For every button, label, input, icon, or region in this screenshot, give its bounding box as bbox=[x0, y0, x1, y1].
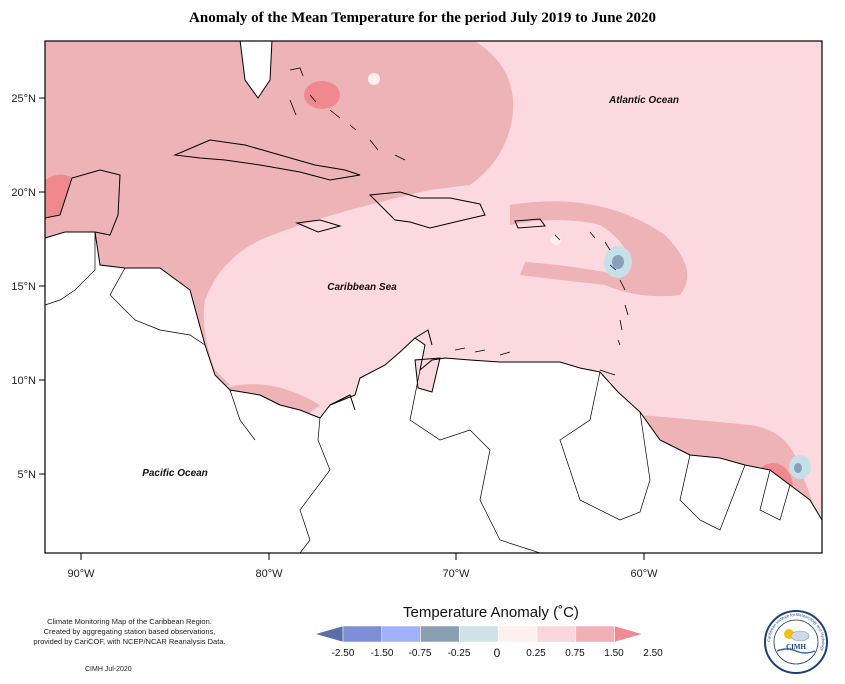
border-suriname-guiana bbox=[759, 469, 791, 521]
border-nicaragua bbox=[159, 329, 206, 346]
border-guatemala bbox=[45, 232, 96, 306]
anomaly-field bbox=[45, 41, 822, 553]
x-tick-label: 90°W bbox=[67, 568, 95, 580]
x-tick-label: 70°W bbox=[442, 568, 470, 580]
x-tick-label: 60°W bbox=[630, 568, 658, 580]
cimh-logo: CIMH Caribbean Institute for Meteorology… bbox=[764, 610, 828, 674]
colorbar-bin bbox=[381, 625, 421, 643]
field-strong-pink-bahamas bbox=[304, 81, 340, 109]
credit-text: Climate Monitoring Map of the Caribbean … bbox=[22, 617, 237, 647]
colorbar-bin bbox=[314, 625, 344, 643]
coast-panama bbox=[329, 394, 356, 411]
pacific-ocean-label: Pacific Ocean bbox=[142, 468, 208, 479]
colorbar-bin bbox=[497, 625, 538, 643]
credit-line: provided by CariCOF, with NCEP/NCAR Rean… bbox=[33, 637, 226, 646]
logo-inner-ring bbox=[773, 619, 819, 665]
lesser-antilles bbox=[554, 231, 629, 376]
field-strong-pink-yucatan bbox=[45, 174, 72, 218]
colorbar-tick: -0.25 bbox=[447, 648, 471, 659]
caribbean-sea-label: Caribbean Sea bbox=[327, 282, 397, 293]
border-costa-rica bbox=[229, 389, 256, 441]
credit-line: Created by aggregating station based obs… bbox=[43, 627, 216, 636]
cloud-icon bbox=[790, 630, 810, 642]
field-white-spot bbox=[368, 73, 380, 85]
colorbar-tick: 2.50 bbox=[643, 648, 663, 659]
credit-date: CIMH Jul-2020 bbox=[85, 666, 132, 673]
x-axis: 90°W 80°W 70°W 60°W bbox=[67, 553, 658, 580]
colorbar-tick: -1.50 bbox=[370, 648, 394, 659]
border-colombia-venezuela bbox=[409, 369, 541, 553]
small-islands bbox=[289, 67, 629, 376]
colorbar-tick: -0.75 bbox=[408, 648, 432, 659]
y-axis: 25°N 20°N 15°N 10°N 5°N bbox=[11, 93, 45, 481]
colorbar-bin bbox=[342, 625, 383, 643]
y-tick-label: 10°N bbox=[11, 375, 36, 387]
colorbar-bin bbox=[536, 625, 577, 643]
y-tick-label: 25°N bbox=[11, 93, 36, 105]
field-blue-lesser-antilles bbox=[612, 255, 624, 269]
border-venezuela-guyana bbox=[559, 371, 651, 521]
bahamas-islands bbox=[289, 67, 406, 161]
y-tick-label: 20°N bbox=[11, 187, 36, 199]
atlantic-ocean-label: Atlantic Ocean bbox=[608, 95, 679, 106]
coastlines bbox=[45, 41, 822, 521]
colorbar-bin bbox=[459, 625, 499, 643]
coast-guajira bbox=[414, 329, 433, 346]
map-frame bbox=[44, 40, 823, 554]
colorbar-bin bbox=[420, 625, 460, 643]
y-tick-label: 15°N bbox=[11, 281, 36, 293]
country-borders bbox=[45, 232, 791, 553]
coast-puerto-rico bbox=[514, 218, 546, 229]
coast-jamaica bbox=[295, 219, 342, 233]
border-guyana-suriname bbox=[679, 454, 746, 531]
coast-yucatan bbox=[45, 169, 121, 236]
credit-line: Climate Monitoring Map of the Caribbean … bbox=[47, 617, 212, 626]
logo-text: CIMH bbox=[786, 643, 806, 651]
y-tick-label: 5°N bbox=[18, 469, 37, 481]
coast-florida bbox=[239, 41, 273, 99]
colorbar-tick: 0 bbox=[493, 646, 501, 660]
border-honduras bbox=[109, 267, 161, 331]
colorbar-tick: -2.50 bbox=[331, 648, 355, 659]
coast-maracaibo bbox=[414, 357, 441, 393]
field-mid-pink-east bbox=[510, 201, 688, 297]
map-title: Anomaly of the Mean Temperature for the … bbox=[189, 10, 656, 26]
field-blue-guiana bbox=[794, 463, 802, 473]
colorbar-tick: 0.75 bbox=[565, 648, 585, 659]
colorbar-tick: 1.50 bbox=[604, 648, 624, 659]
colorbar-bin bbox=[575, 625, 615, 643]
colorbar-bin bbox=[614, 625, 644, 643]
coast-mainland bbox=[45, 231, 822, 521]
x-tick-label: 80°W bbox=[255, 568, 283, 580]
border-colombia-pacific bbox=[299, 417, 331, 553]
coast-cuba bbox=[173, 139, 361, 181]
legend-title: Temperature Anomaly (˚C) bbox=[403, 604, 579, 621]
colorbar-tick: 0.25 bbox=[526, 648, 546, 659]
colorbar bbox=[314, 625, 644, 643]
land-mainland bbox=[45, 232, 822, 553]
coast-hispaniola bbox=[368, 191, 486, 229]
wave-icon bbox=[776, 648, 816, 654]
abc-islands bbox=[454, 347, 511, 356]
field-white-spot-2 bbox=[551, 235, 561, 245]
